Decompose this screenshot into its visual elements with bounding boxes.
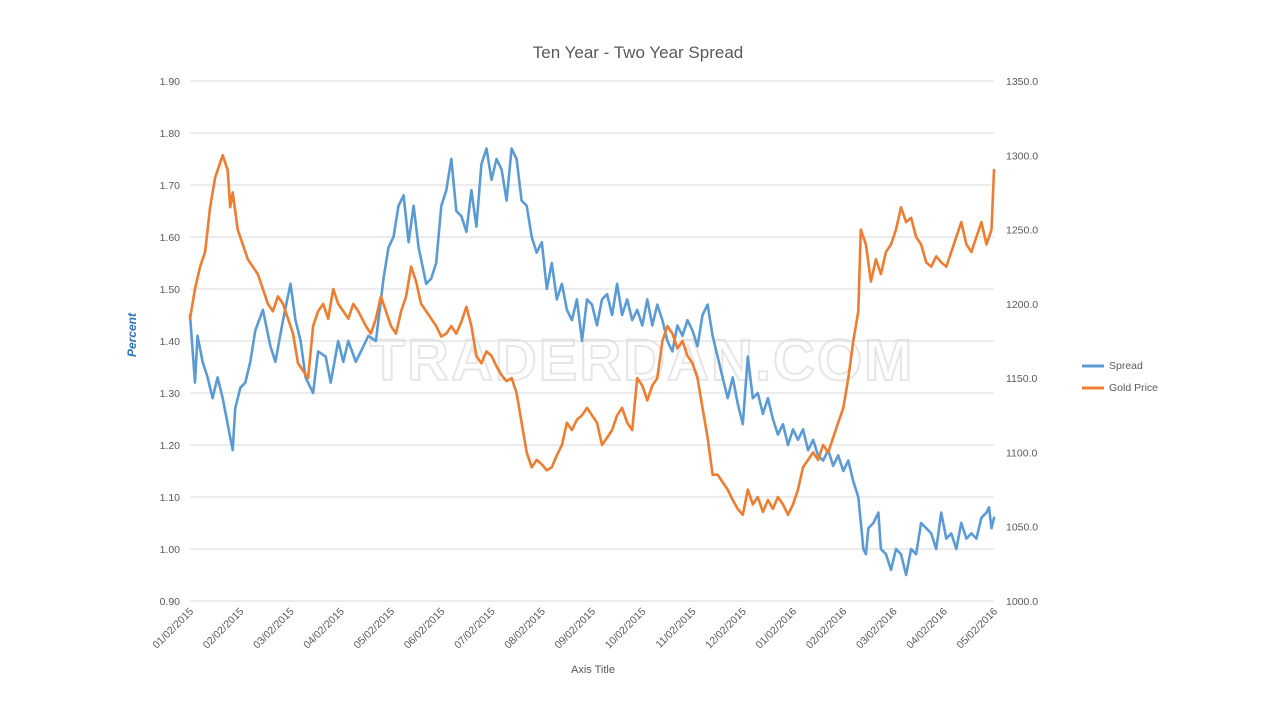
left-axis-ticks: 0.90 1.00 1.10 1.20 1.30 1.40 1.50 1.60 1.70 1.80… bbox=[160, 76, 181, 608]
x-tick-label: 04/02/2016 bbox=[904, 606, 950, 652]
x-tick-label: 07/02/2015 bbox=[452, 606, 498, 652]
y-tick-label: 1.20 bbox=[160, 440, 181, 452]
y-tick-label: 1.00 bbox=[160, 544, 181, 556]
legend: Spread Gold Price bbox=[1082, 360, 1158, 394]
y-tick-label: 0.90 bbox=[160, 596, 181, 608]
series-lines bbox=[188, 147, 996, 577]
x-tick-label: 09/02/2015 bbox=[552, 606, 598, 652]
y2-tick-label: 1050.0 bbox=[1006, 522, 1038, 534]
x-tick-label: 05/02/2016 bbox=[954, 606, 1000, 652]
gridlines bbox=[190, 80, 994, 602]
y-tick-label: 1.10 bbox=[160, 492, 181, 504]
y-tick-label: 1.40 bbox=[160, 336, 181, 348]
x-tick-label: 05/02/2015 bbox=[351, 606, 397, 652]
legend-label-spread: Spread bbox=[1109, 360, 1143, 372]
y-axis-title: Percent bbox=[125, 312, 139, 357]
x-tick-label: 02/02/2015 bbox=[201, 606, 247, 652]
right-axis-ticks: 1000.0 1050.0 1100.0 1150.0 1200.0 1250.0 1300… bbox=[1006, 76, 1038, 608]
x-tick-label: 03/02/2016 bbox=[854, 606, 900, 652]
x-axis-ticks: 01/02/2015 02/02/2015 03/02/2015 04/02/2015… bbox=[150, 606, 1000, 652]
y-tick-label: 1.30 bbox=[160, 388, 181, 400]
series-line-spread bbox=[188, 147, 996, 577]
x-tick-label: 04/02/2015 bbox=[301, 606, 347, 652]
y2-tick-label: 1000.0 bbox=[1006, 596, 1038, 608]
y2-tick-label: 1350.0 bbox=[1006, 76, 1038, 88]
y-tick-label: 1.70 bbox=[160, 180, 181, 192]
x-axis-title: Axis Title bbox=[571, 664, 615, 676]
x-tick-label: 06/02/2015 bbox=[402, 606, 448, 652]
y-tick-label: 1.60 bbox=[160, 232, 181, 244]
x-tick-label: 01/02/2015 bbox=[150, 606, 196, 652]
x-tick-label: 12/02/2015 bbox=[703, 606, 749, 652]
x-tick-label: 01/02/2016 bbox=[753, 606, 799, 652]
chart-title: Ten Year - Two Year Spread bbox=[533, 43, 743, 62]
y2-tick-label: 1250.0 bbox=[1006, 225, 1038, 237]
y2-tick-label: 1300.0 bbox=[1006, 150, 1038, 162]
y2-tick-label: 1200.0 bbox=[1006, 299, 1038, 311]
y-tick-label: 1.80 bbox=[160, 128, 181, 140]
series-line-gold-price bbox=[188, 154, 996, 517]
y2-tick-label: 1100.0 bbox=[1006, 447, 1037, 459]
x-tick-label: 11/02/2015 bbox=[654, 606, 699, 651]
x-tick-label: 08/02/2015 bbox=[502, 606, 548, 652]
y-tick-label: 1.50 bbox=[160, 284, 181, 296]
x-tick-label: 03/02/2015 bbox=[251, 606, 297, 652]
x-tick-label: 02/02/2016 bbox=[804, 606, 850, 652]
y-tick-label: 1.90 bbox=[160, 76, 181, 88]
y2-tick-label: 1150.0 bbox=[1006, 373, 1037, 385]
legend-label-gold-price: Gold Price bbox=[1109, 382, 1158, 394]
x-tick-label: 10/02/2015 bbox=[603, 606, 649, 652]
